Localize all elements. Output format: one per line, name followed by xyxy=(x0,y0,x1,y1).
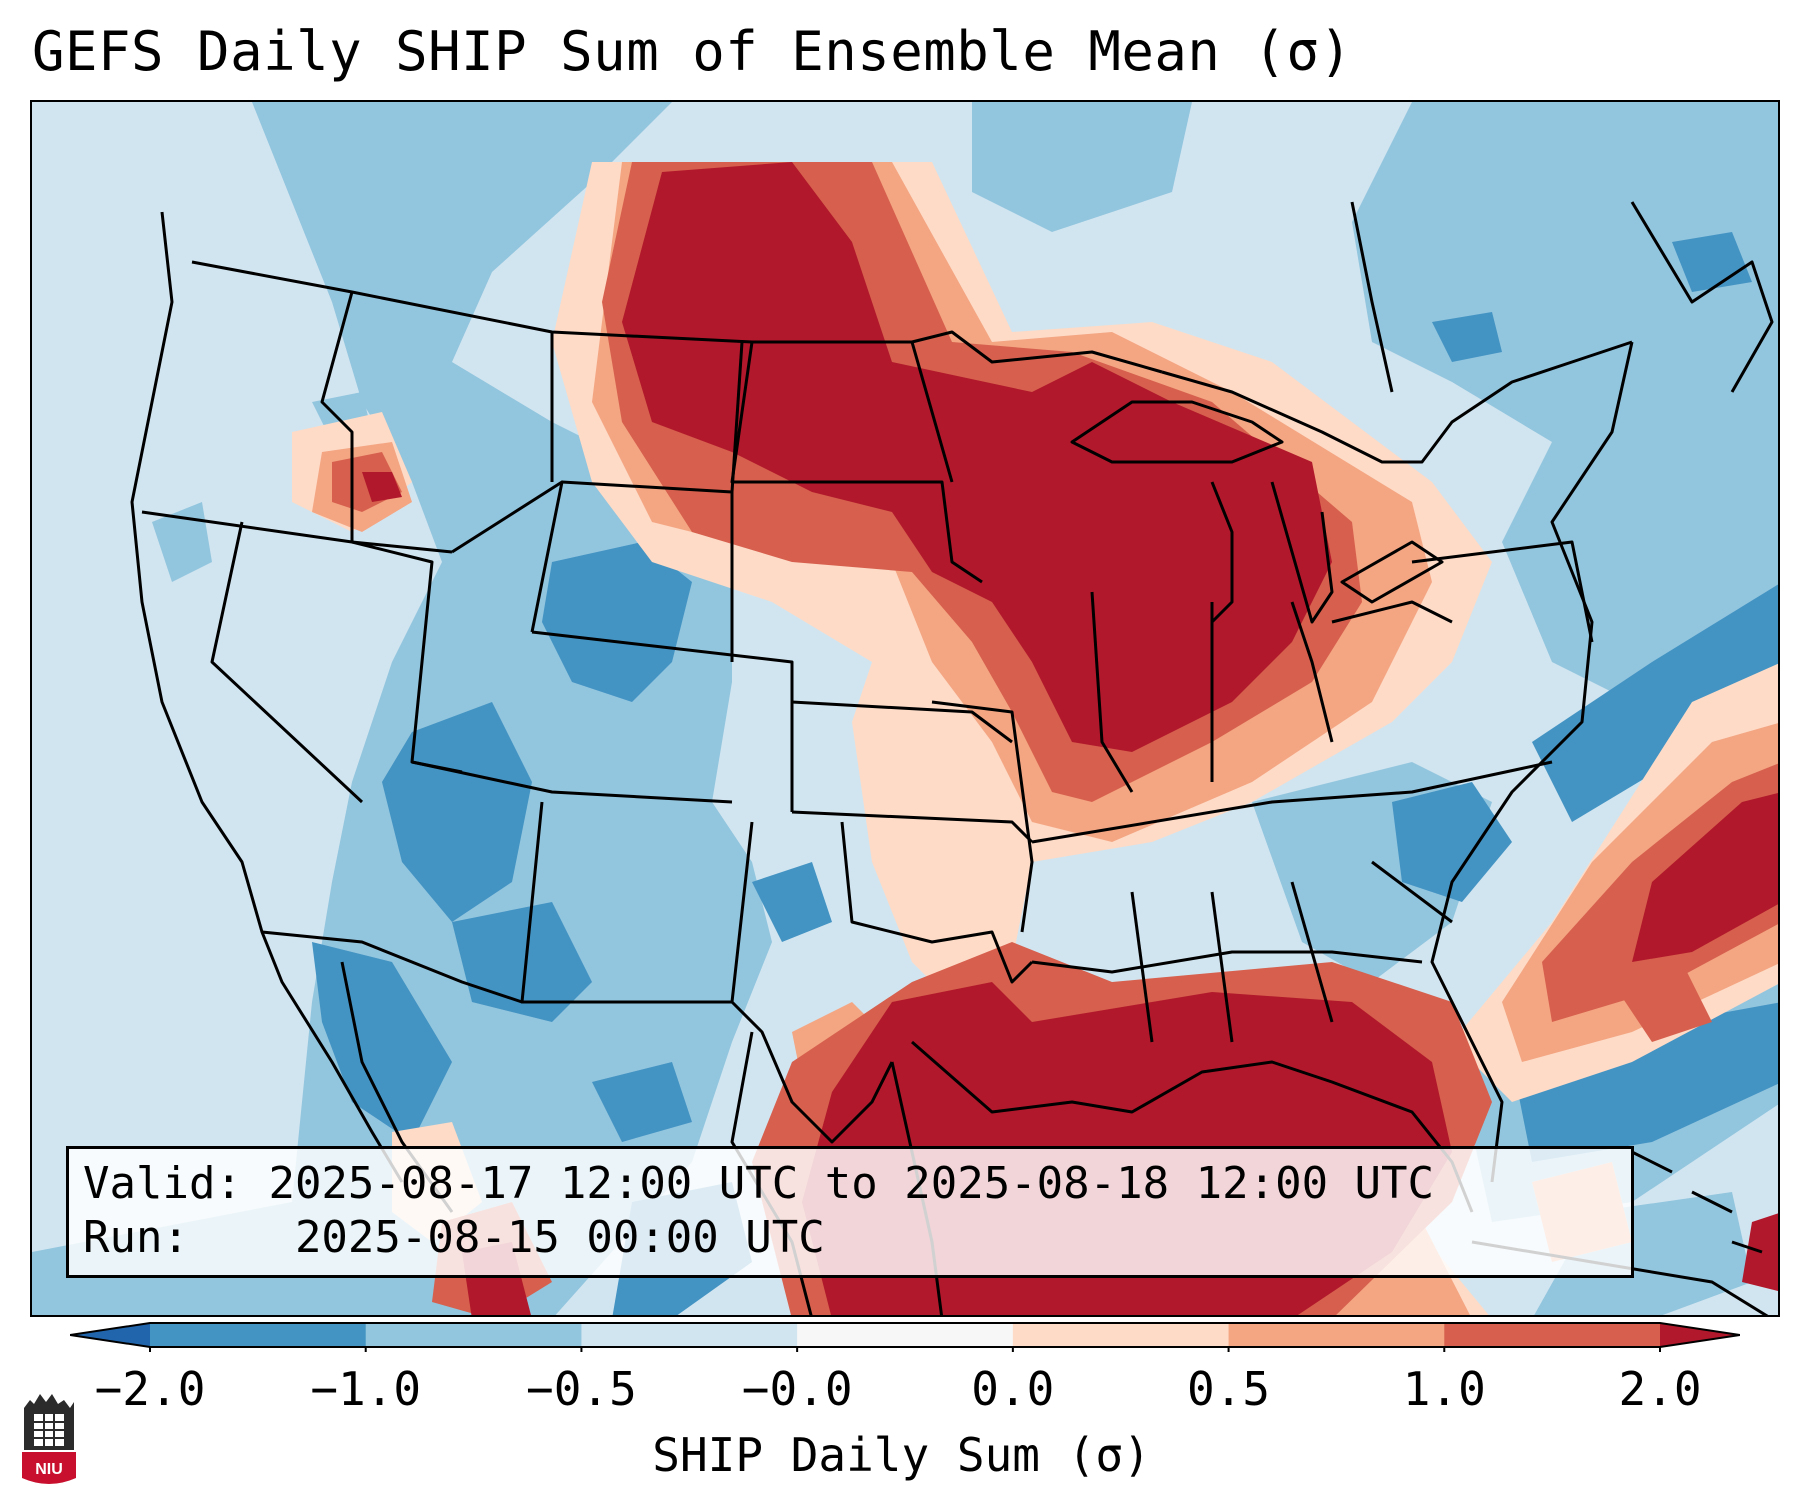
colorbar-bin xyxy=(1228,1323,1445,1347)
colorbar xyxy=(70,1322,1740,1352)
colorbar-tick-label: −0.5 xyxy=(526,1362,637,1416)
colorbar-tick-label: 1.0 xyxy=(1402,1362,1486,1416)
colorbar-tick-label: 0.0 xyxy=(971,1362,1055,1416)
valid-label: Valid: xyxy=(83,1158,242,1209)
colorbar-bin xyxy=(365,1323,582,1347)
political-boundaries xyxy=(130,201,1774,1315)
colorbar-tick-label: 2.0 xyxy=(1618,1362,1702,1416)
colorbar-bin xyxy=(797,1323,1014,1347)
run-label: Run: xyxy=(83,1212,189,1263)
colorbar-tick-label: 0.5 xyxy=(1187,1362,1271,1416)
colorbar-label: SHIP Daily Sum (σ) xyxy=(652,1428,1151,1482)
colorbar-bins xyxy=(150,1323,1661,1347)
map-title: GEFS Daily SHIP Sum of Ensemble Mean (σ) xyxy=(32,20,1353,83)
colorbar-extend-low xyxy=(70,1323,150,1347)
colorbar-tick-label: −0.0 xyxy=(741,1362,853,1416)
logo-text: NIU xyxy=(35,1461,63,1478)
colorbar-extend-high xyxy=(1660,1323,1740,1347)
colorbar-tick-label: −2.0 xyxy=(94,1362,206,1416)
colorbar-tick-label: −1.0 xyxy=(310,1362,422,1416)
colorbar-bin xyxy=(1012,1323,1230,1347)
ship-field-map xyxy=(32,102,1778,1315)
logo-shield-icon xyxy=(22,1452,76,1484)
map-panel xyxy=(30,100,1780,1317)
valid-time: 2025-08-17 12:00 UTC to 2025-08-18 12:00… xyxy=(268,1158,1435,1209)
run-time: 2025-08-15 00:00 UTC xyxy=(294,1212,825,1263)
colorbar-bin xyxy=(581,1323,798,1347)
colorbar-ticks xyxy=(149,1347,1661,1352)
colorbar-bin xyxy=(1444,1323,1661,1347)
valid-run-info-box: Valid: 2025-08-17 12:00 UTC to 2025-08-1… xyxy=(66,1146,1634,1278)
niu-logo: NIU xyxy=(22,1394,76,1484)
colorbar-bin xyxy=(150,1323,367,1347)
